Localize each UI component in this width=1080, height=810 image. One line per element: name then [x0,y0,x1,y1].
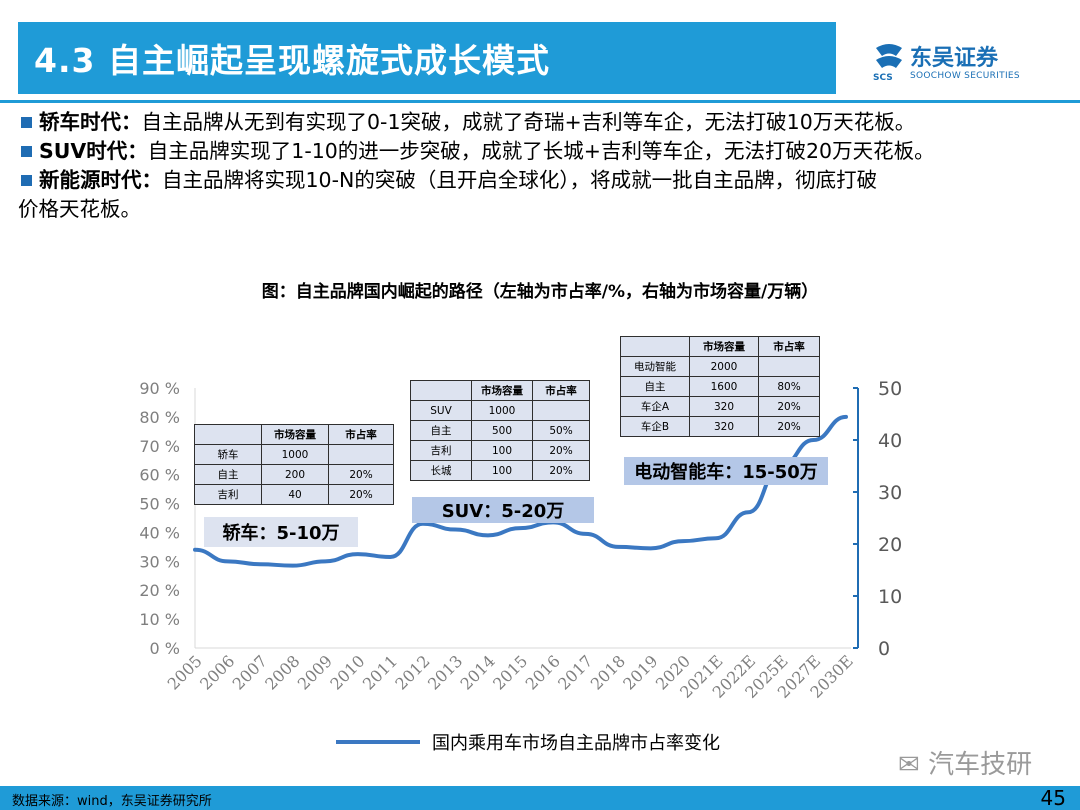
y-right-tick-label: 30 [878,482,902,504]
x-tick-label: 2017 [554,651,596,693]
watermark: ✉ 汽车技研 [898,744,1032,781]
y-left-tick-label: 60 % [139,466,180,485]
wechat-icon: ✉ [898,750,920,780]
company-logo: SCS 东吴证券 SOOCHOW SECURITIES [872,40,1032,88]
bullet-list: 轿车时代：自主品牌从无到有实现了0-1突破，成就了奇瑞+吉利等车企，无法打破10… [18,108,1068,224]
y-right-tick-label: 50 [878,378,902,400]
y-left-tick-label: 0 % [150,639,180,658]
era-table-ev: 市场容量 市占率 电动智能 2000 自主 1600 80% 车企A 320 20% 车企B… [620,336,820,437]
era-table-suv: 市场容量 市占率 SUV 1000 自主 500 50% 吉利 100 20% 长城 100 2… [410,380,590,481]
bullet-text: 自主品牌将实现10-N的突破（且开启全球化），将成就一批自主品牌，彻底打破 [162,168,878,192]
era-label-sedan: 轿车：5-10万 [204,517,358,547]
page-number: 45 [1040,786,1066,810]
y-right-tick-label: 0 [878,638,890,660]
y-right-tick-label: 20 [878,534,902,556]
data-source: 数据来源：wind，东吴证券研究所 [12,794,212,809]
bullet-square-icon [21,117,32,128]
bullet-text: 自主品牌实现了1-10的进一步突破，成就了长城+吉利等车企，无法打破20万天花板… [147,139,935,163]
y-right-tick-label: 10 [878,586,902,608]
bullet-item: 新能源时代：自主品牌将实现10-N的突破（且开启全球化），将成就一批自主品牌，彻… [18,166,1068,195]
y-left-tick-label: 90 % [139,379,180,398]
y-left-tick-label: 70 % [139,437,180,456]
era-label-ev: 电动智能车：15-50万 [624,457,828,485]
bullet-text: 自主品牌从无到有实现了0-1突破，成就了奇瑞+吉利等车企，无法打破10万天花板。 [141,110,916,134]
era-table-sedan: 市场容量 市占率 轿车 1000 自主 200 20% 吉利 40 20% [194,424,394,505]
y-left-tick-label: 30 % [139,552,180,571]
bullet-key: SUV时代： [39,139,148,163]
x-tick-label: 2015 [489,651,531,693]
x-tick-label: 2018 [587,651,629,693]
bullet-key: 轿车时代： [39,110,142,134]
title-bar: 4.3 自主崛起呈现螺旋式成长模式 [18,22,836,94]
y-left-tick-label: 20 % [139,581,180,600]
figure-title: 图：自主品牌国内崛起的路径（左轴为市占率/%，右轴为市场容量/万辆） [261,282,819,302]
footer-bar: 数据来源：wind，东吴证券研究所 45 [0,786,1080,810]
x-tick-label: 2019 [619,651,661,693]
y-left-tick-label: 10 % [139,610,180,629]
logo-text-en: SOOCHOW SECURITIES [910,71,1020,81]
x-tick-label: 2011 [359,651,401,693]
logo-mark-icon: SCS [873,44,902,82]
y-left-tick-label: 80 % [139,408,180,427]
era-label-suv: SUV：5-20万 [412,497,594,523]
bullet-square-icon [21,175,32,186]
x-tick-label: 2008 [261,651,303,693]
bullet-item: SUV时代：自主品牌实现了1-10的进一步突破，成就了长城+吉利等车企，无法打破… [18,137,1068,166]
x-tick-label: 2009 [294,651,336,693]
page-title: 4.3 自主崛起呈现螺旋式成长模式 [34,41,550,80]
x-tick-label: 2013 [424,651,466,693]
header-rule [0,100,1080,103]
x-tick-label: 2010 [326,651,368,693]
y-left-tick-label: 50 % [139,495,180,514]
bullet-continuation: 价格天花板。 [18,197,141,221]
bullet-item: 轿车时代：自主品牌从无到有实现了0-1突破，成就了奇瑞+吉利等车企，无法打破10… [18,108,1068,137]
logo-text-cn: 东吴证券 [910,46,999,71]
bullet-key: 新能源时代： [39,168,162,192]
x-tick-label: 2012 [391,651,433,693]
watermark-text: 汽车技研 [928,750,1033,780]
x-tick-label: 2016 [522,651,564,693]
svg-text:SCS: SCS [873,73,893,82]
x-tick-label: 2014 [457,651,499,693]
x-tick-label: 2007 [229,651,271,693]
legend-label: 国内乘用车市场自主品牌市占率变化 [432,733,720,754]
y-right-tick-label: 40 [878,430,902,452]
y-left-tick-label: 40 % [139,523,180,542]
bullet-square-icon [21,146,32,157]
x-tick-label: 2006 [196,651,238,693]
